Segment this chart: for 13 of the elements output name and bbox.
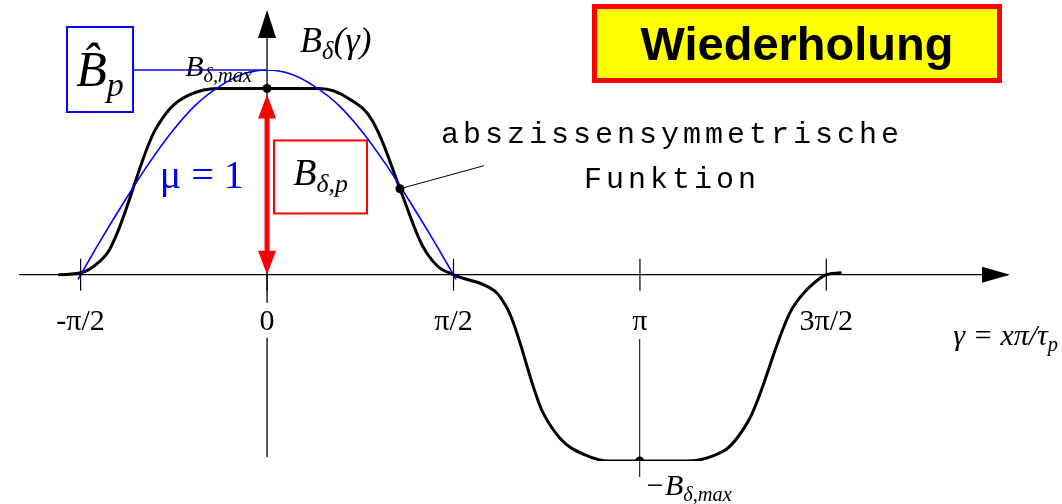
chart-title: Wiederholung (640, 17, 954, 70)
annotation: B̂$_{p}$ (76, 41, 124, 103)
annotation: B$_{δ,p}$ (293, 151, 348, 199)
x-tick-label: π/2 (434, 302, 473, 336)
x-tick-label: -π/2 (56, 302, 105, 336)
x-tick-label: 3π/2 (799, 302, 854, 336)
annotation: abszissensymmetrische Funktion (440, 117, 903, 197)
y-axis-title: B$_{δ}$(γ) (300, 20, 372, 64)
x-axis-title: γ = xπ/τ$_{p}$ (953, 318, 1058, 356)
x-tick-label: π (632, 302, 648, 336)
series-label: μ = 1 (159, 151, 244, 197)
annotation: −B$_{δ,max}$ (644, 468, 732, 504)
x-tick-label: 0 (259, 302, 275, 336)
